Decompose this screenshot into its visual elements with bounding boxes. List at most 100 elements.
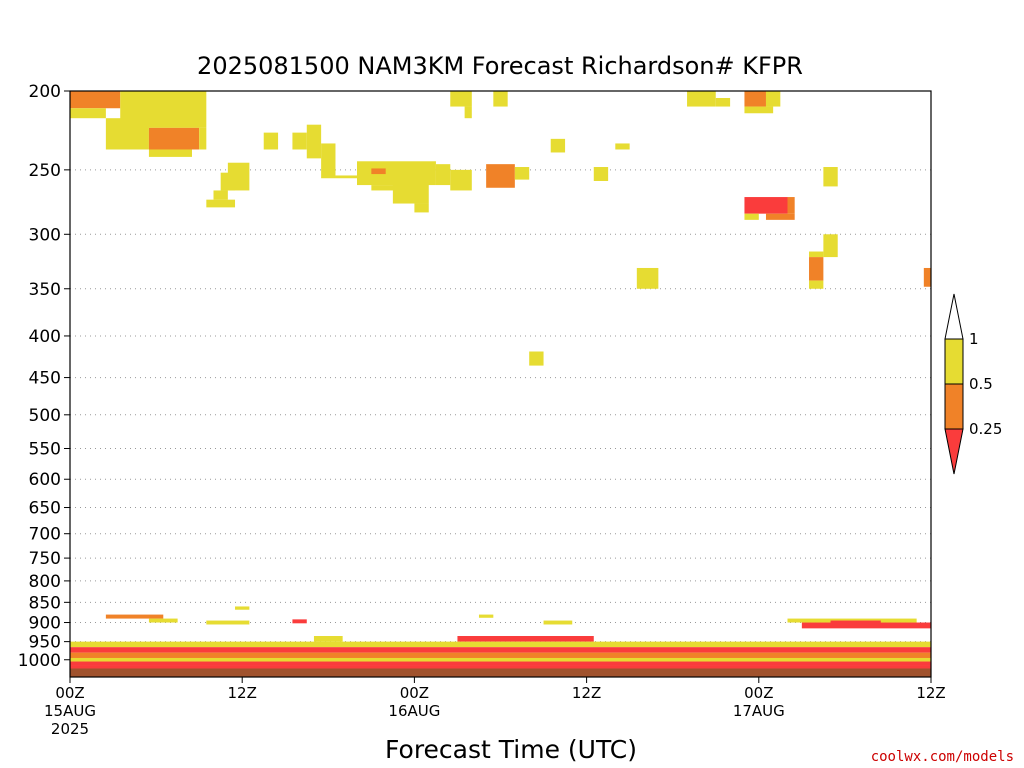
y-tick-label: 900 — [29, 614, 61, 634]
heatmap-cell — [105, 118, 149, 150]
y-tick-label: 200 — [29, 82, 61, 102]
heatmap-cell — [823, 234, 838, 258]
y-tick-label: 1000 — [18, 651, 61, 671]
heatmap-cell — [464, 106, 472, 119]
heatmap-cell — [213, 190, 228, 200]
heatmap-cell — [206, 620, 250, 625]
heatmap-cell — [148, 618, 178, 623]
heatmap-cell — [550, 138, 566, 153]
heatmap-cell — [744, 91, 766, 107]
heatmap-cell — [199, 127, 207, 150]
y-tick-label: 700 — [29, 525, 61, 545]
heatmap-cell — [263, 132, 279, 150]
colorbar-tick-label: 0.25 — [969, 420, 1002, 438]
colorbar-tick-label: 1 — [969, 330, 979, 348]
x-axis-label: Forecast Time (UTC) — [385, 735, 637, 764]
heatmap-cell — [321, 143, 336, 179]
y-tick-label: 850 — [29, 593, 61, 613]
heatmap-cell — [529, 351, 544, 366]
heatmap-cell — [744, 197, 788, 214]
heatmap-cell — [292, 132, 307, 150]
x-tick-label: 12Z — [228, 684, 257, 702]
heatmap-cell — [765, 213, 795, 220]
heatmap-cell — [292, 619, 307, 624]
heatmap-cell — [70, 668, 931, 677]
heatmap-cell — [414, 203, 429, 213]
y-tick-label: 250 — [29, 161, 61, 181]
heatmap-cell — [636, 267, 659, 289]
heatmap-cell — [306, 124, 322, 159]
colorbar-tick-label: 0.5 — [969, 375, 993, 393]
heatmap-cell — [235, 606, 250, 610]
heatmap-cell — [744, 213, 759, 220]
y-axis: 200 250 300 350 400 450 500 550 600 650 700 750 8008… — [18, 82, 70, 671]
y-tick-label: 350 — [29, 280, 61, 300]
heatmap-cell — [105, 614, 164, 619]
cells-layer — [70, 91, 931, 677]
heatmap-cell — [809, 280, 824, 289]
heatmap-cell — [70, 661, 931, 666]
heatmap-cell — [615, 143, 630, 150]
heatmap-cell — [923, 267, 931, 287]
heatmap-cell — [220, 172, 236, 191]
heatmap-cell — [148, 127, 200, 150]
heatmap-cell — [715, 97, 731, 107]
heatmap-cell — [435, 164, 451, 186]
credit-text: coolwx.com/models — [871, 749, 1014, 765]
heatmap-cell — [493, 91, 508, 107]
colorbar-bottom-triangle — [944, 428, 964, 475]
x-tick-label: 00Z — [55, 684, 84, 702]
heatmap-cell — [486, 164, 515, 188]
heatmap-cell — [335, 175, 357, 179]
x-tick-label: 12Z — [572, 684, 601, 702]
y-tick-label: 300 — [29, 225, 61, 245]
x-tick-label: 2025 — [51, 720, 89, 738]
y-tick-label: 600 — [29, 470, 61, 490]
heatmap-cell — [70, 91, 121, 109]
grid-layer — [70, 169, 931, 661]
y-tick-label: 650 — [29, 499, 61, 519]
chart-title: 2025081500 NAM3KM Forecast Richardson# K… — [197, 52, 803, 80]
heatmap-cell — [823, 167, 838, 187]
heatmap-cell — [593, 167, 609, 181]
heatmap-cell — [830, 620, 881, 625]
colorbar-segment-orange — [944, 383, 964, 430]
heatmap-cell — [70, 108, 106, 119]
x-tick-label: 16AUG — [388, 702, 440, 720]
heatmap-cell — [450, 91, 472, 107]
heatmap-cell — [206, 199, 236, 208]
heatmap-cell — [148, 149, 192, 157]
heatmap-cell — [70, 657, 931, 662]
y-tick-label: 450 — [29, 369, 61, 389]
heatmap-cell — [371, 185, 401, 191]
heatmap-cell — [787, 618, 917, 623]
heatmap-cell — [744, 106, 774, 114]
heatmap-cell — [809, 251, 824, 258]
y-tick-label: 800 — [29, 572, 61, 592]
y-tick-label: 750 — [29, 549, 61, 569]
heatmap-cell — [392, 169, 429, 204]
heatmap-cell — [765, 91, 781, 107]
y-tick-label: 950 — [29, 633, 61, 653]
heatmap-cell — [450, 169, 472, 191]
y-tick-label: 500 — [29, 406, 61, 426]
heatmap-cell — [313, 636, 343, 642]
x-tick-label: 17AUG — [733, 702, 785, 720]
heatmap-cell — [514, 167, 530, 180]
heatmap-cell — [543, 620, 573, 625]
x-tick-label: 15AUG — [44, 702, 96, 720]
heatmap-cell — [70, 665, 931, 669]
heatmap-cell — [70, 652, 931, 658]
plot-frame — [69, 90, 932, 678]
heatmap-cell — [70, 641, 931, 648]
heatmap-cell — [809, 257, 824, 281]
y-tick-label: 400 — [29, 327, 61, 347]
y-tick-label: 550 — [29, 439, 61, 459]
heatmap-cell — [70, 647, 931, 653]
x-tick-label: 00Z — [744, 684, 773, 702]
heatmap-cell — [371, 168, 386, 175]
heatmap-cell — [457, 636, 594, 642]
heatmap-cell — [687, 91, 716, 107]
